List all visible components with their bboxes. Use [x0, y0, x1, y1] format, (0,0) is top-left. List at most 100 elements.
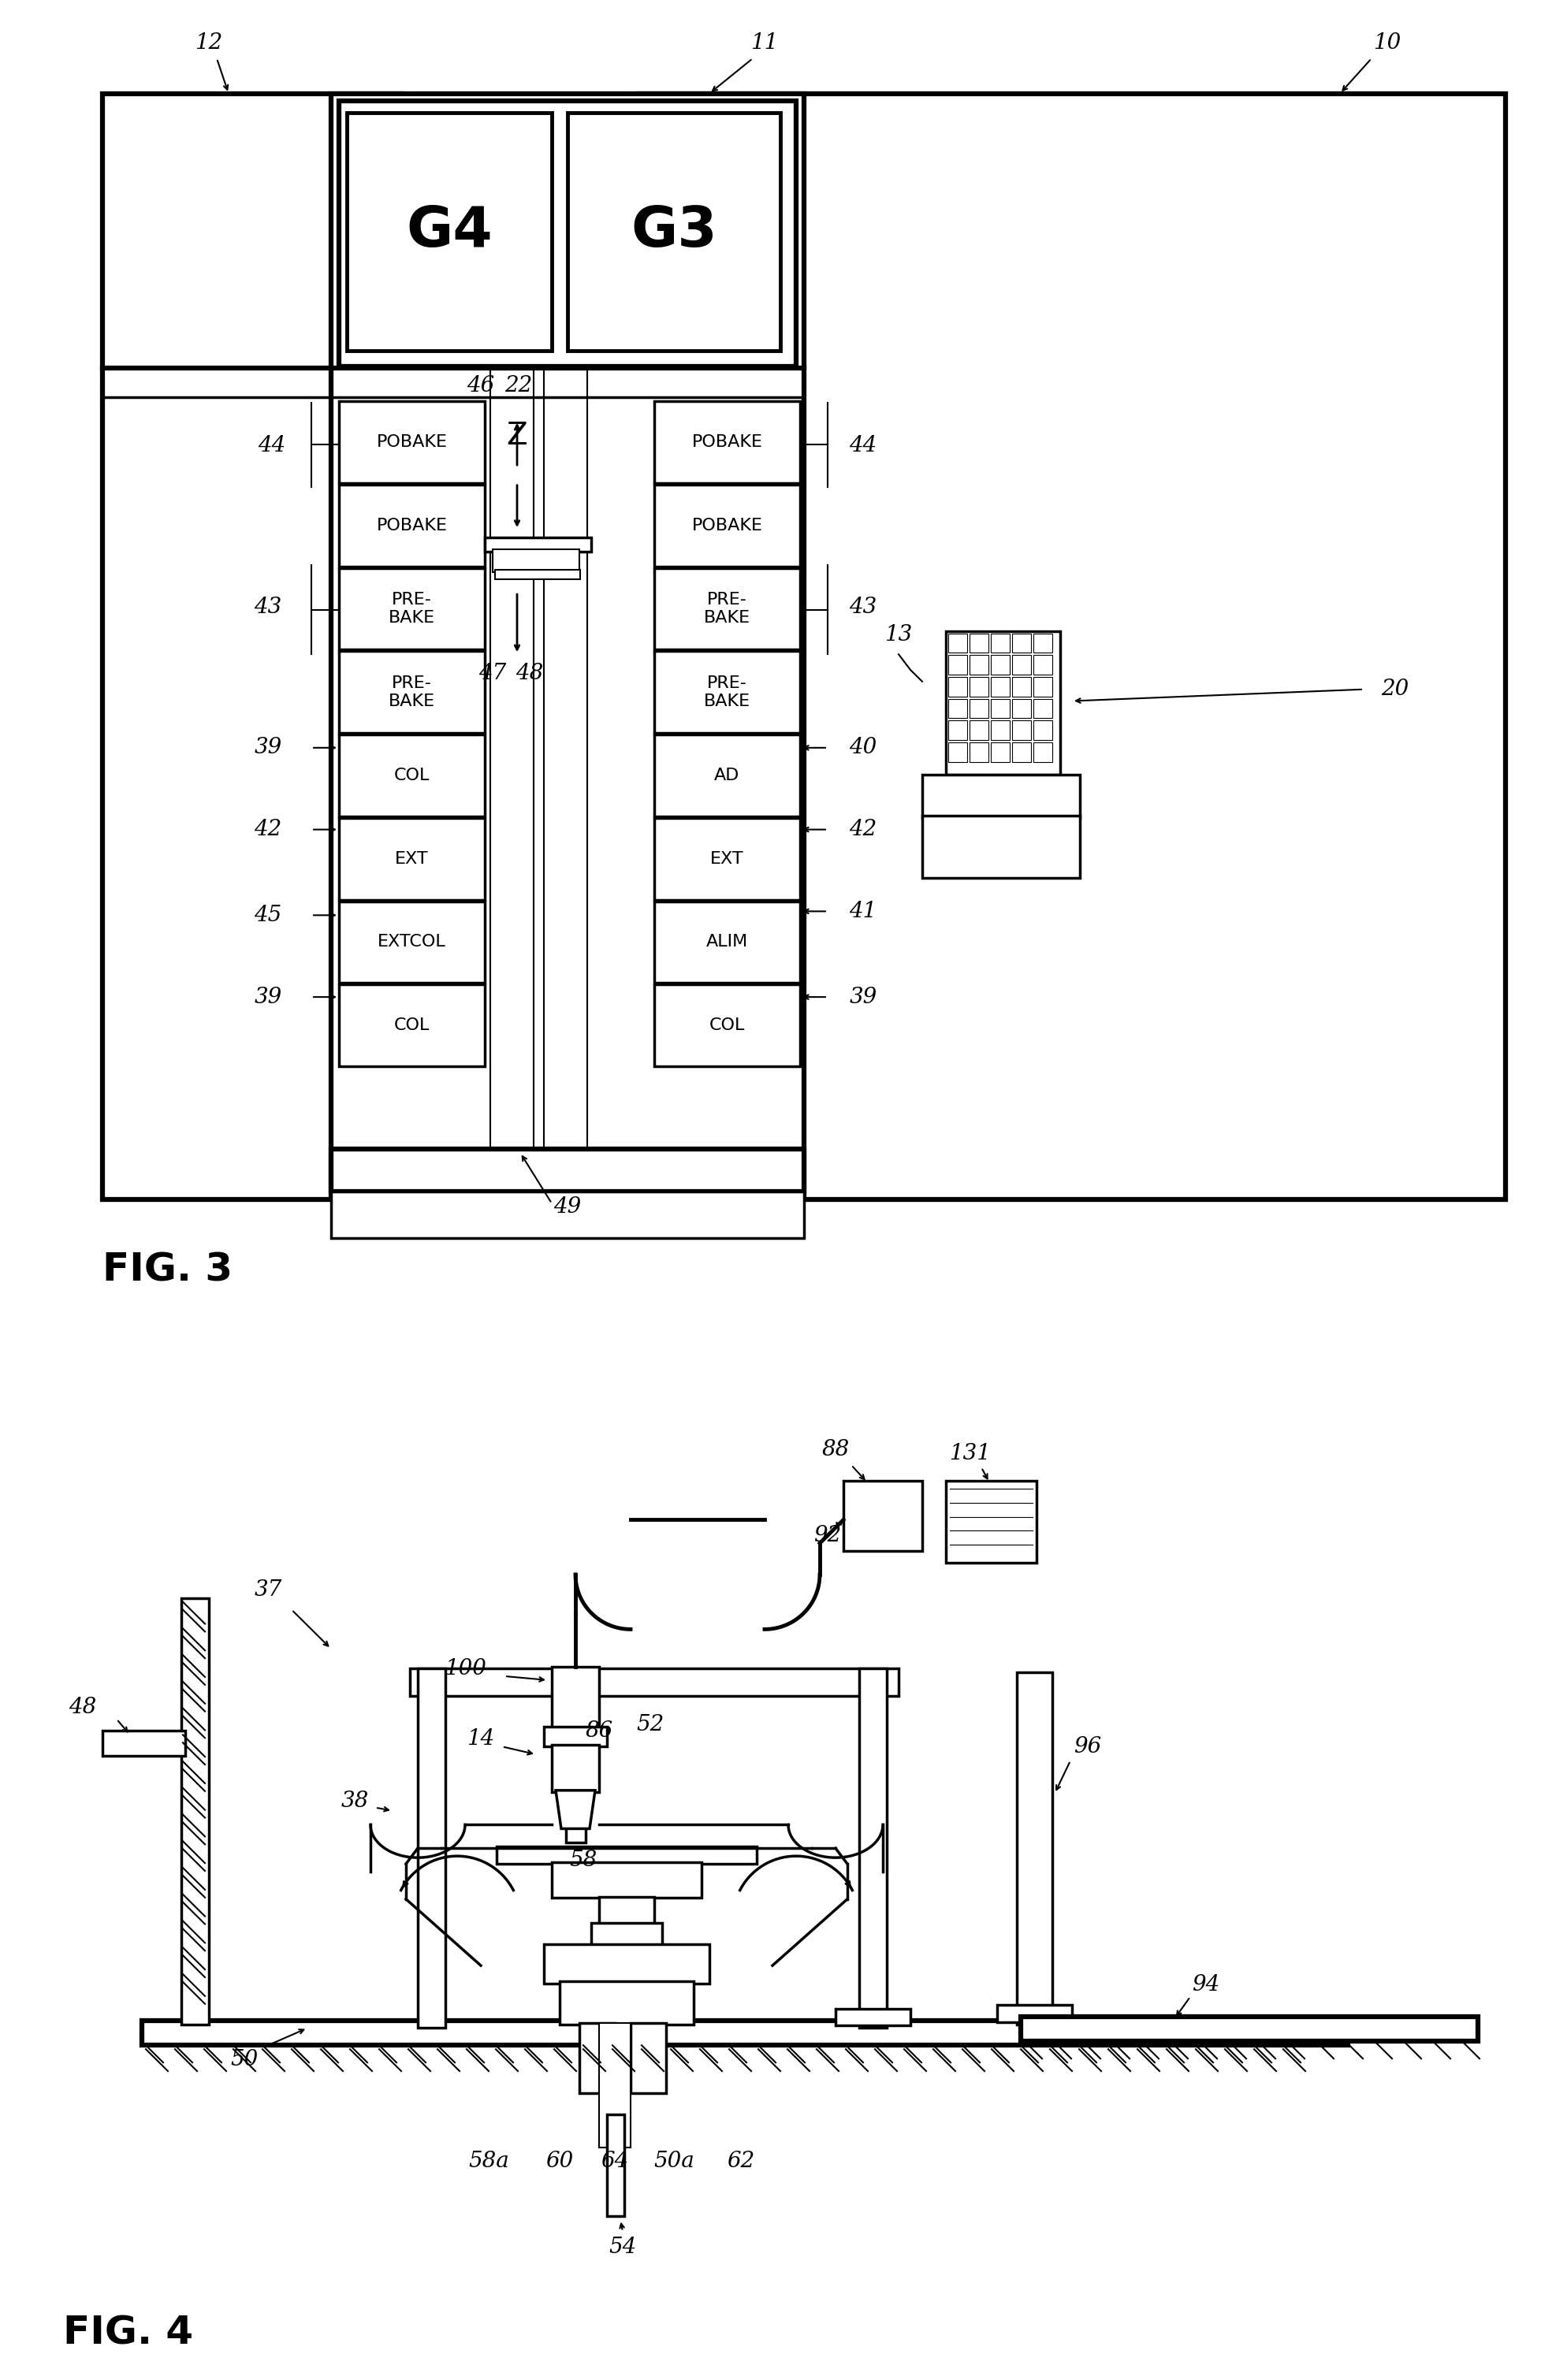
Text: EXT: EXT	[394, 852, 428, 866]
Text: COL: COL	[394, 1019, 430, 1033]
Text: 62: 62	[727, 2152, 755, 2171]
Text: 39: 39	[254, 985, 282, 1007]
Text: 42: 42	[849, 819, 877, 840]
Text: 20: 20	[1381, 678, 1408, 700]
Bar	[339, 652, 484, 733]
Text: 64: 64	[601, 2152, 629, 2171]
Text: 92: 92	[814, 1526, 841, 1547]
Text: G3: G3	[630, 205, 717, 259]
Polygon shape	[555, 1790, 595, 1828]
Text: 44: 44	[849, 436, 877, 457]
Text: 22: 22	[504, 376, 532, 395]
Bar	[142, 2021, 1347, 2044]
Bar	[544, 369, 587, 1150]
Text: 43: 43	[849, 597, 877, 619]
Bar	[484, 538, 590, 552]
Bar	[493, 550, 579, 574]
Text: 52: 52	[636, 1714, 664, 1735]
Bar	[331, 1150, 803, 1192]
Bar	[1011, 721, 1031, 740]
Text: 86: 86	[586, 1721, 613, 1742]
Bar	[102, 93, 402, 1200]
Bar	[579, 2023, 615, 2092]
Bar	[1032, 655, 1053, 674]
Bar	[102, 1730, 185, 1756]
Text: POBAKE: POBAKE	[692, 433, 763, 450]
Bar	[653, 569, 800, 650]
Bar	[835, 2009, 909, 2025]
Bar	[331, 1192, 803, 1238]
Text: G4: G4	[405, 205, 492, 259]
Text: 43: 43	[254, 597, 282, 619]
Bar	[1032, 721, 1053, 740]
Bar	[490, 369, 533, 1150]
Bar	[331, 93, 803, 1200]
Bar	[552, 1745, 599, 1792]
Bar	[991, 700, 1009, 719]
Bar	[1017, 1673, 1053, 2023]
Text: FIG. 3: FIG. 3	[102, 1252, 233, 1288]
Bar	[922, 816, 1079, 878]
Text: PRE-
BAKE: PRE- BAKE	[388, 593, 435, 626]
Text: 50: 50	[230, 2049, 257, 2071]
Bar	[948, 676, 966, 697]
Bar	[948, 633, 966, 652]
Text: 47: 47	[479, 664, 507, 685]
Bar	[653, 735, 800, 816]
Bar	[410, 1668, 898, 1695]
Bar	[339, 486, 484, 566]
Bar	[1011, 700, 1031, 719]
Bar	[544, 1944, 709, 1983]
Text: 39: 39	[254, 738, 282, 759]
Bar	[418, 1668, 445, 2028]
Text: 42: 42	[254, 819, 282, 840]
Text: 44: 44	[257, 436, 285, 457]
Text: 94: 94	[1191, 1975, 1219, 1997]
Bar	[969, 743, 988, 762]
Bar	[948, 655, 966, 674]
Bar	[997, 2004, 1071, 2023]
Bar	[638, 93, 1504, 1200]
Text: 37: 37	[254, 1580, 282, 1602]
Bar	[858, 1668, 886, 2028]
Bar	[590, 1923, 661, 1947]
Text: 100: 100	[444, 1659, 485, 1678]
Bar	[567, 112, 780, 350]
Text: 40: 40	[849, 738, 877, 759]
Bar	[1032, 676, 1053, 697]
Text: 39: 39	[849, 985, 877, 1007]
Bar	[653, 402, 800, 483]
Bar	[653, 486, 800, 566]
Text: 46: 46	[467, 376, 495, 395]
Bar	[1032, 633, 1053, 652]
Bar	[969, 633, 988, 652]
Text: PRE-
BAKE: PRE- BAKE	[704, 593, 750, 626]
Text: COL: COL	[394, 766, 430, 783]
Text: 14: 14	[467, 1728, 495, 1749]
Bar	[347, 112, 552, 350]
Bar	[991, 633, 1009, 652]
Bar	[339, 102, 795, 367]
Text: 48: 48	[516, 664, 544, 685]
Bar	[559, 1980, 693, 2023]
Bar	[339, 735, 484, 816]
Bar	[1011, 655, 1031, 674]
Text: 38: 38	[341, 1790, 368, 1811]
Text: 45: 45	[254, 904, 282, 926]
Text: PRE-
BAKE: PRE- BAKE	[388, 676, 435, 709]
Bar	[991, 721, 1009, 740]
Text: Z: Z	[507, 421, 527, 452]
Bar	[1032, 743, 1053, 762]
Bar	[1011, 676, 1031, 697]
Bar	[182, 1597, 208, 2023]
Text: FIG. 4: FIG. 4	[63, 2313, 193, 2351]
Bar	[1032, 700, 1053, 719]
Text: 41: 41	[849, 900, 877, 921]
Bar	[566, 1828, 586, 1842]
Text: 12: 12	[194, 33, 222, 52]
Bar	[653, 985, 800, 1066]
Bar	[496, 1847, 757, 1864]
Text: 11: 11	[750, 33, 778, 52]
Text: 48: 48	[69, 1697, 97, 1718]
Bar	[339, 402, 484, 483]
